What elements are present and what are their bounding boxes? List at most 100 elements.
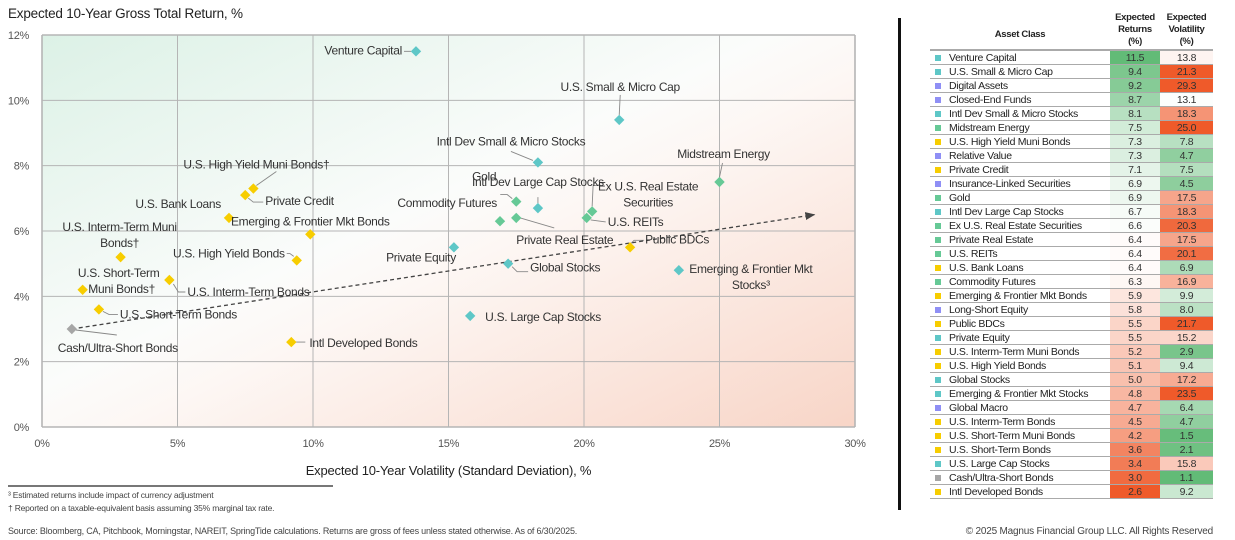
asset-class-cell: Gold xyxy=(930,191,1110,204)
data-point xyxy=(532,202,544,214)
asset-class-cell: Relative Value xyxy=(930,149,1110,162)
expected-volatility-cell: 21.3 xyxy=(1160,65,1213,78)
asset-name: Emerging & Frontier Mkt Bonds xyxy=(949,289,1087,302)
asset-class-cell: Emerging & Frontier Mkt Bonds xyxy=(930,289,1110,302)
expected-volatility-cell: 17.5 xyxy=(1160,233,1213,246)
leader-line xyxy=(286,252,295,257)
group-swatch xyxy=(935,236,941,243)
header-line: Expected xyxy=(1166,12,1207,23)
group-swatch xyxy=(935,138,941,145)
expected-return-cell: 7.3 xyxy=(1110,135,1160,148)
asset-name: Cash/Ultra-Short Bonds xyxy=(949,471,1054,484)
data-points xyxy=(66,46,725,348)
group-swatch xyxy=(935,110,941,117)
table-row: Private Real Estate 6.4 17.5 xyxy=(930,233,1213,247)
data-label: Muni Bonds† xyxy=(88,282,155,296)
data-point xyxy=(532,157,544,168)
group-swatch xyxy=(935,362,941,369)
expected-volatility-cell: 17.2 xyxy=(1160,373,1213,386)
data-point xyxy=(248,183,259,194)
group-swatch xyxy=(935,376,941,383)
leader-line xyxy=(511,266,529,273)
group-swatch xyxy=(935,320,941,327)
data-label: U.S. REITs xyxy=(608,215,664,229)
asset-class-table: Asset Class Expected Returns (%) Expecte… xyxy=(930,8,1213,499)
x-tick-label: 20% xyxy=(573,438,595,450)
x-tick-label: 10% xyxy=(302,438,324,450)
data-label: U.S. Short-Term xyxy=(78,266,160,280)
data-point xyxy=(77,284,88,295)
source-note: Source: Bloomberg, CA, Pitchbook, Mornin… xyxy=(8,526,578,536)
scatter-chart: 0% 5% 10% 15% 20% 25% 30% 0% 2% 4% 6% 8% 10% 12% Vent… xyxy=(8,30,866,478)
table-row: Closed-End Funds 8.7 13.1 xyxy=(930,93,1213,107)
data-labels: Venture Capital U.S. Small & Micro Cap Int… xyxy=(58,43,814,355)
asset-class-cell: U.S. Interm-Term Bonds xyxy=(930,415,1110,428)
leader-line xyxy=(510,150,534,161)
data-point xyxy=(494,216,506,227)
asset-class-cell: U.S. Short-Term Muni Bonds xyxy=(930,429,1110,442)
table-row: U.S. High Yield Bonds 5.1 9.4 xyxy=(930,359,1213,373)
data-point xyxy=(581,212,592,224)
header-line: Returns xyxy=(1118,24,1152,35)
asset-name: Global Macro xyxy=(949,401,1008,414)
expected-return-cell: 2.6 xyxy=(1110,485,1160,498)
asset-name: Relative Value xyxy=(949,149,1012,162)
table-row: U.S. High Yield Muni Bonds 7.3 7.8 xyxy=(930,135,1213,149)
asset-name: Commodity Futures xyxy=(949,275,1036,288)
expected-return-cell: 6.9 xyxy=(1110,177,1160,190)
header-expected-returns: Expected Returns (%) xyxy=(1110,12,1160,49)
table-row: Insurance-Linked Securities 6.9 4.5 xyxy=(930,177,1213,191)
gridlines xyxy=(41,34,856,428)
expected-return-cell: 5.1 xyxy=(1110,359,1160,372)
group-swatch xyxy=(935,474,941,481)
asset-class-cell: U.S. Short-Term Bonds xyxy=(930,443,1110,456)
asset-name: Venture Capital xyxy=(949,51,1017,64)
table-row: Digital Assets 9.2 29.3 xyxy=(930,79,1213,93)
expected-volatility-cell: 7.5 xyxy=(1160,163,1213,176)
asset-class-cell: U.S. High Yield Muni Bonds xyxy=(930,135,1110,148)
expected-volatility-cell: 1.1 xyxy=(1160,471,1213,484)
x-tick-label: 15% xyxy=(438,438,460,450)
table-row: U.S. Large Cap Stocks 3.4 15.8 xyxy=(930,457,1213,471)
header-line: Expected xyxy=(1115,12,1155,23)
group-swatch xyxy=(935,460,941,467)
group-swatch xyxy=(935,404,941,411)
header-line: Volatility xyxy=(1168,24,1205,35)
leader-line xyxy=(256,171,277,186)
leader-line xyxy=(719,162,723,178)
expected-volatility-cell: 6.4 xyxy=(1160,401,1213,414)
expected-return-cell: 7.3 xyxy=(1110,149,1160,162)
expected-return-cell: 6.3 xyxy=(1110,275,1160,288)
data-label: U.S. Short-Term Bonds xyxy=(120,307,237,321)
table-row: Relative Value 7.3 4.7 xyxy=(930,149,1213,163)
data-point xyxy=(464,310,476,322)
y-tick-label: 8% xyxy=(14,161,30,173)
expected-volatility-cell: 25.0 xyxy=(1160,121,1213,134)
asset-name: Ex U.S. Real Estate Securities xyxy=(949,219,1082,232)
x-tick-label: 0% xyxy=(34,438,50,450)
expected-return-cell: 7.1 xyxy=(1110,163,1160,176)
expected-return-cell: 6.7 xyxy=(1110,205,1160,218)
expected-return-cell: 4.5 xyxy=(1110,415,1160,428)
expected-volatility-cell: 6.9 xyxy=(1160,261,1213,274)
data-point xyxy=(305,229,316,240)
group-swatch xyxy=(935,82,941,89)
expected-volatility-cell: 17.5 xyxy=(1160,191,1213,204)
data-point xyxy=(66,323,78,335)
leader-line xyxy=(247,197,264,203)
data-label: Stocks³ xyxy=(732,278,770,292)
asset-class-cell: Closed-End Funds xyxy=(930,93,1110,106)
table-row: U.S. Bank Loans 6.4 6.9 xyxy=(930,261,1213,275)
asset-name: Insurance-Linked Securities xyxy=(949,177,1071,190)
expected-return-cell: 9.2 xyxy=(1110,79,1160,92)
data-point xyxy=(502,258,514,269)
group-swatch xyxy=(935,264,941,271)
expected-return-cell: 5.5 xyxy=(1110,317,1160,330)
data-label: Intl Dev Small & Micro Stocks xyxy=(437,134,586,148)
y-tick-label: 4% xyxy=(14,291,30,303)
data-point xyxy=(511,212,522,224)
table-row: Midstream Energy 7.5 25.0 xyxy=(930,121,1213,135)
expected-volatility-cell: 9.2 xyxy=(1160,485,1213,498)
data-point xyxy=(291,255,302,266)
data-point xyxy=(223,212,235,224)
